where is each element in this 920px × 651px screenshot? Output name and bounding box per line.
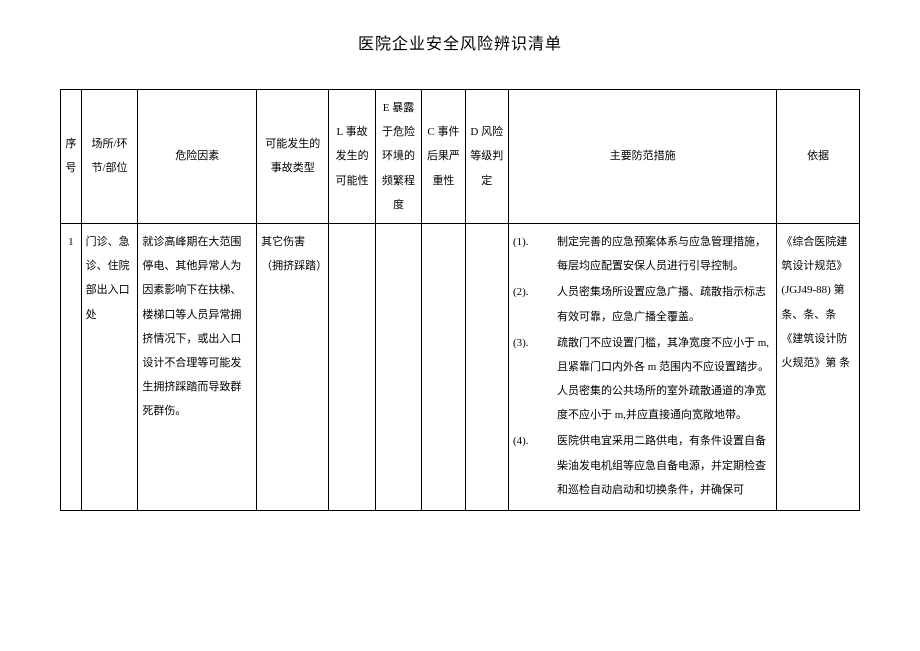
- header-reference: 依据: [777, 90, 860, 224]
- table-row: 1 门诊、急诊、住院部出入口处 就诊高峰期在大范围停电、其他异常人为因素影响下在…: [61, 223, 860, 510]
- risk-table: 序号 场所/环节/部位 危险因素 可能发生的事故类型 L 事故发生的可能性 E …: [60, 89, 860, 511]
- cell-risk: 就诊高峰期在大范围停电、其他异常人为因素影响下在扶梯、楼梯口等人员异常拥挤情况下…: [138, 223, 257, 510]
- header-C: C 事件后果严重性: [422, 90, 465, 224]
- measure-num-2: (2).: [513, 280, 539, 328]
- measure-num-3: (3).: [513, 331, 539, 428]
- measure-num-1: (1).: [513, 230, 539, 278]
- header-D: D 风险等级判定: [465, 90, 508, 224]
- header-place: 场所/环节/部位: [81, 90, 138, 224]
- page-title: 医院企业安全风险辨识清单: [60, 30, 860, 54]
- header-accident: 可能发生的事故类型: [257, 90, 329, 224]
- cell-measures: (1). 制定完善的应急预案体系与应急管理措施，每层均应配置安保人员进行引导控制…: [508, 223, 776, 510]
- cell-L: [329, 223, 375, 510]
- cell-place: 门诊、急诊、住院部出入口处: [81, 223, 138, 510]
- header-L: L 事故发生的可能性: [329, 90, 375, 224]
- header-risk: 危险因素: [138, 90, 257, 224]
- cell-E: [375, 223, 421, 510]
- cell-C: [422, 223, 465, 510]
- header-measures: 主要防范措施: [508, 90, 776, 224]
- measure-text-1: 制定完善的应急预案体系与应急管理措施，每层均应配置安保人员进行引导控制。: [539, 230, 772, 278]
- cell-D: [465, 223, 508, 510]
- measure-text-4: 医院供电宜采用二路供电，有条件设置自备柴油发电机组等应急自备电源，并定期检查和巡…: [539, 429, 772, 502]
- header-E: E 暴露于危险环境的频繁程度: [375, 90, 421, 224]
- measure-text-3: 疏散门不应设置门槛，其净宽度不应小于 m,且紧靠门口内外各 m 范围内不应设置踏…: [539, 331, 772, 428]
- header-seq: 序号: [61, 90, 82, 224]
- measure-text-2: 人员密集场所设置应急广播、疏散指示标志有效可靠，应急广播全覆盖。: [539, 280, 772, 328]
- measure-num-4: (4).: [513, 429, 539, 502]
- cell-accident: 其它伤害（拥挤踩踏）: [257, 223, 329, 510]
- cell-seq: 1: [61, 223, 82, 510]
- cell-reference: 《综合医院建筑设计规范》(JGJ49-88) 第条、条、条 《建筑设计防火规范》…: [777, 223, 860, 510]
